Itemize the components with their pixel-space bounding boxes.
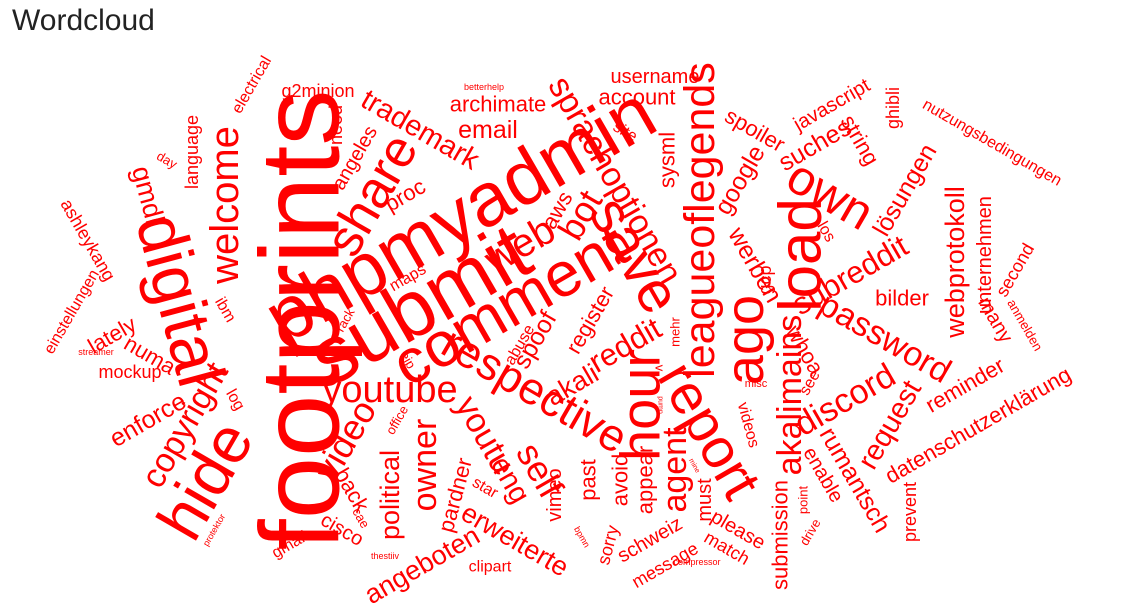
word-need: need (326, 105, 346, 145)
word-appear: appear (633, 446, 658, 515)
word-account: account (598, 85, 675, 110)
word-gmdl: gmdl (126, 163, 170, 227)
word-load: load (767, 198, 834, 311)
word-nutzungsbedingungen: nutzungsbedingungen (920, 96, 1065, 189)
word-owner: owner (406, 419, 444, 512)
word-archimate: archimate (450, 92, 547, 117)
word-past: past (576, 459, 601, 501)
word-welcome: welcome (203, 126, 247, 285)
word-email: email (458, 116, 518, 144)
word-mehr: mehr (668, 317, 683, 347)
word-akalimains: akalimains (771, 315, 809, 476)
word-drive: drive (796, 516, 823, 548)
word-day: day (154, 148, 180, 172)
word-sysml: sysml (655, 132, 680, 188)
word-misc: misc (745, 378, 768, 390)
word-clipart: clipart (469, 559, 512, 576)
word-ghibli: ghibli (883, 87, 903, 129)
word-political: political (375, 450, 405, 540)
word-webprotokoll: webprotokoll (940, 186, 970, 339)
word-gcp: gcp (755, 265, 775, 294)
word-ago: ago (715, 295, 775, 385)
word-streamer: streamer (78, 347, 114, 357)
word-prevent: prevent (900, 482, 920, 542)
word-agent: agent (656, 427, 694, 513)
word-hour: hour (609, 349, 672, 461)
word-submission: submission (768, 480, 793, 590)
word-compressor: compressor (673, 557, 720, 567)
word-point: point (796, 486, 811, 515)
word-second: second (992, 240, 1038, 300)
word-bpmn: bpmn (572, 525, 592, 549)
word-footprints: footprints (238, 90, 363, 551)
word-g2minion: g2minion (281, 81, 354, 101)
word-avoid: avoid (608, 454, 633, 507)
word-betterhelp: betterhelp (464, 82, 504, 92)
word-pump: pump (657, 396, 664, 414)
word-youtube: youtube (322, 369, 457, 411)
word-bilder: bilder (875, 286, 929, 311)
word-username: username (611, 66, 700, 88)
word-vimeo: vimeo (544, 468, 566, 521)
page-title: Wordcloud (12, 4, 155, 37)
word-language: language (182, 115, 202, 189)
word-leagueoflegends: leagueoflegends (676, 62, 724, 378)
word-unternehmen: unternehmen (974, 196, 996, 314)
word-thestiiv: thestiiv (371, 551, 400, 561)
word-mockup: mockup (98, 362, 161, 382)
word-must: must (694, 478, 716, 522)
word-v: v (653, 365, 668, 372)
